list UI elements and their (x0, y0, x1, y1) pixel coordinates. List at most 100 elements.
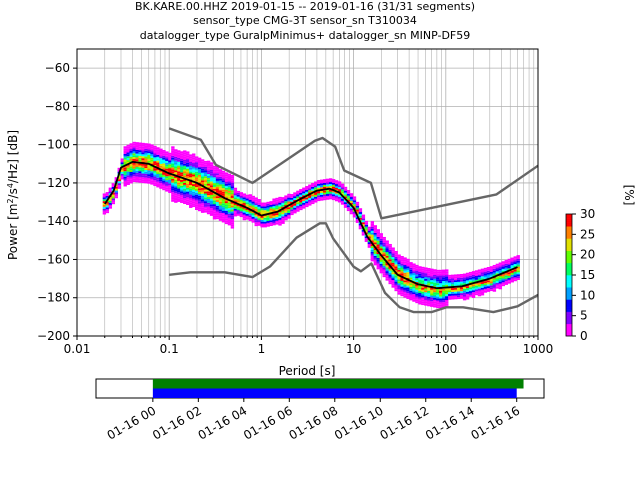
heatmap-cell (439, 281, 443, 284)
heatmap-cell (183, 196, 187, 199)
heatmap-cell (436, 277, 440, 280)
heatmap-cell (192, 166, 196, 169)
heatmap-cell (421, 295, 425, 298)
heatmap-cell (168, 168, 172, 171)
heatmap-cell (257, 200, 261, 203)
heatmap-cell (492, 284, 497, 287)
heatmap-cell (218, 186, 223, 189)
heatmap-cell (180, 151, 184, 154)
heatmap-cell (504, 261, 508, 264)
heatmap-cell (323, 198, 327, 201)
heatmap-cell (296, 190, 300, 193)
heatmap-cell (370, 232, 375, 235)
heatmap-cell (171, 161, 175, 164)
heatmap-cell (436, 294, 440, 297)
heatmap-cell (263, 202, 267, 205)
heatmap-cell (242, 203, 247, 205)
heatmap-cell (477, 290, 482, 293)
heatmap-cell (364, 222, 369, 225)
heatmap-cell (159, 179, 163, 182)
heatmap-cell (251, 213, 255, 215)
heatmap-cell (177, 192, 181, 195)
heatmap-cell (245, 204, 249, 207)
heatmap-cell (492, 289, 497, 292)
heatmap-cell (212, 211, 217, 214)
heatmap-cell (328, 180, 333, 183)
heatmap-cell (192, 170, 196, 173)
heatmap-cell (129, 147, 133, 150)
heatmap-cell (266, 207, 270, 210)
heatmap-cell (194, 158, 199, 161)
heatmap-cell (171, 194, 175, 197)
colorbar-segment (566, 248, 572, 251)
heatmap-cell (346, 205, 351, 208)
heatmap-cell (385, 272, 389, 275)
heatmap-cell (424, 282, 428, 285)
heatmap-cell (465, 297, 470, 300)
heatmap-cell (430, 299, 434, 302)
heatmap-cell (325, 184, 330, 187)
heatmap-cell (105, 203, 110, 206)
heatmap-cell (215, 167, 220, 170)
heatmap-cell (436, 271, 440, 274)
heatmap-cell (373, 248, 377, 251)
heatmap-cell (180, 164, 184, 167)
heatmap-cell (391, 272, 395, 275)
heatmap-cell (135, 157, 139, 160)
heatmap-cell (230, 207, 235, 210)
colorbar-segment (566, 246, 572, 249)
heatmap-cell (233, 191, 238, 194)
heatmap-cell (442, 300, 446, 303)
heatmap-cell (236, 200, 241, 203)
heatmap-cell (391, 274, 395, 277)
heatmap-cell (215, 175, 220, 178)
heatmap-cell (400, 282, 404, 285)
heatmap-cell (230, 194, 235, 197)
heatmap-cell (290, 194, 294, 196)
heatmap-cell (147, 164, 151, 167)
heatmap-cell (495, 279, 500, 281)
colorbar-tick-label: 20 (580, 248, 595, 262)
heatmap-cell (361, 222, 366, 225)
heatmap-cell (379, 258, 383, 260)
heatmap-cell (305, 193, 309, 196)
heatmap-cell (144, 145, 148, 148)
heatmap-cell (343, 204, 348, 206)
heatmap-cell (284, 214, 288, 217)
heatmap-cell (242, 212, 247, 215)
heatmap-cell (209, 183, 214, 186)
heatmap-cell (403, 265, 407, 267)
heatmap-cell (218, 197, 223, 200)
heatmap-cell (132, 162, 136, 165)
heatmap-cell (433, 274, 437, 277)
heatmap-cell (406, 291, 410, 294)
heatmap-cell (281, 202, 285, 205)
heatmap-cell (242, 193, 247, 196)
heatmap-cell (513, 265, 517, 268)
heatmap-cell (471, 274, 476, 277)
heatmap-cell (239, 199, 244, 202)
heatmap-cell (507, 277, 511, 280)
heatmap-cell (189, 190, 193, 193)
heatmap-cell (284, 195, 288, 198)
heatmap-cell (385, 251, 389, 254)
heatmap-cell (263, 204, 267, 207)
heatmap-cell (192, 161, 196, 164)
colorbar-segment (566, 293, 572, 296)
heatmap-cell (439, 300, 443, 303)
heatmap-cell (421, 291, 425, 294)
heatmap-cell (203, 204, 208, 207)
heatmap-cell (272, 198, 276, 201)
heatmap-cell (177, 190, 181, 193)
colorbar-segment (566, 329, 572, 333)
heatmap-cell (510, 263, 514, 266)
heatmap-cell (397, 292, 401, 295)
heatmap-cell (171, 165, 175, 168)
heatmap-cell (334, 184, 339, 186)
heatmap-cell (203, 168, 208, 171)
heatmap-cell (123, 171, 127, 174)
heatmap-cell (194, 165, 199, 168)
heatmap-cell (177, 178, 181, 181)
colorbar-segment (566, 256, 572, 260)
heatmap-cell (111, 198, 116, 201)
